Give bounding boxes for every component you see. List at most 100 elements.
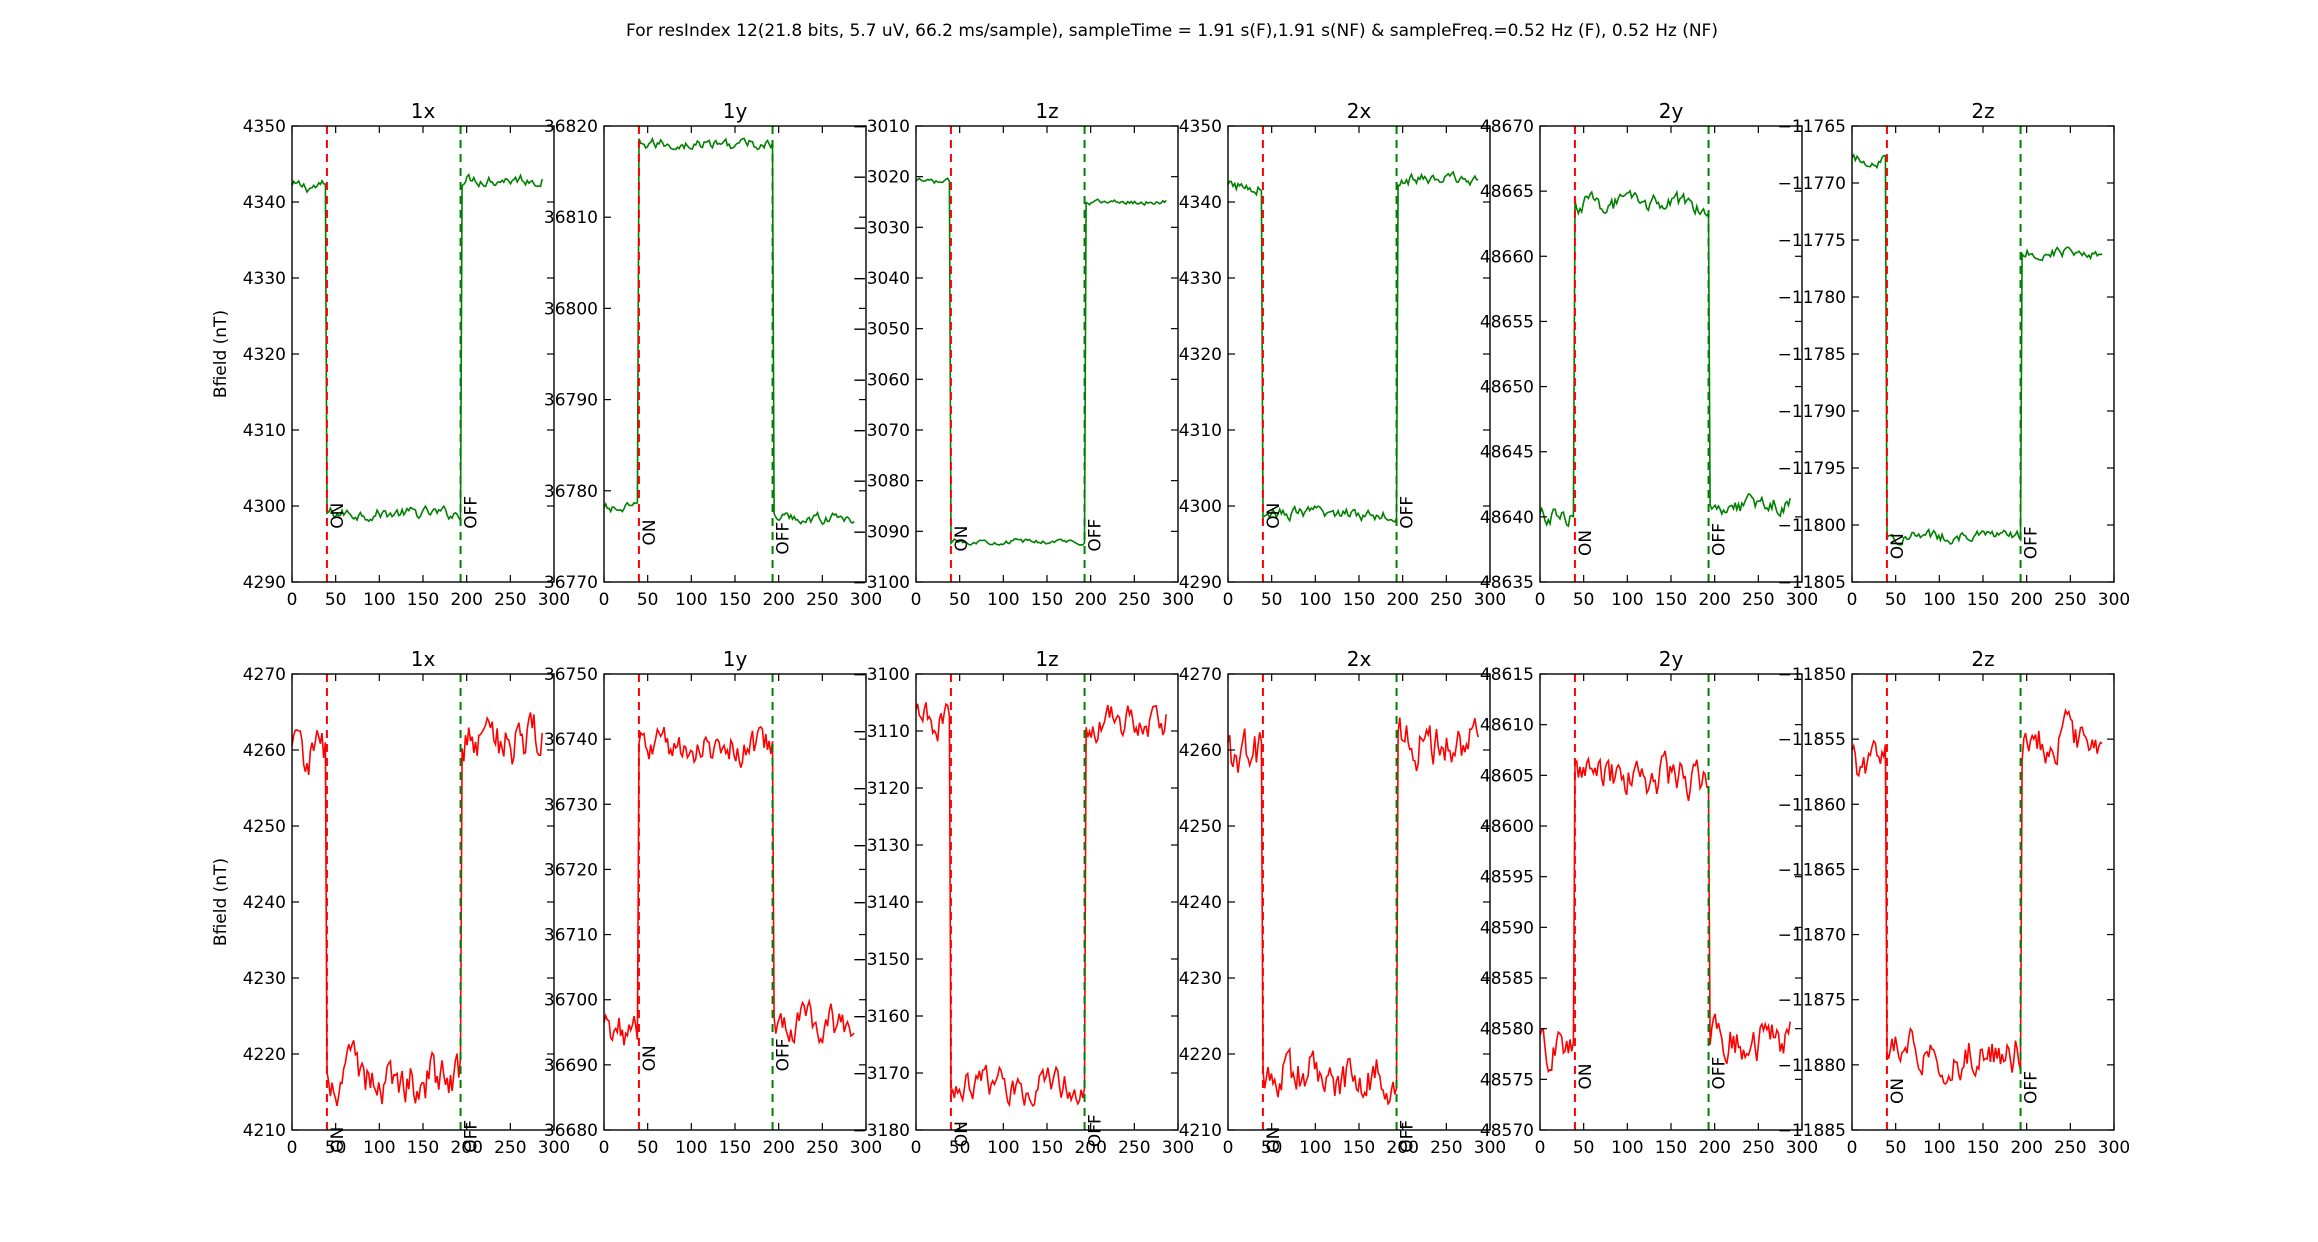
figure-suptitle: For resIndex 12(21.8 bits, 5.7 uV, 66.2 …	[626, 21, 1718, 41]
y-tick-label: 48635	[1480, 573, 1534, 593]
on-label: ON	[328, 503, 348, 529]
x-tick-label: 250	[1430, 590, 1462, 610]
off-label: OFF	[1710, 523, 1730, 556]
y-tick-label: −3110	[852, 722, 910, 742]
y-tick-label: −11860	[1778, 795, 1846, 815]
x-tick-label: 300	[2098, 1138, 2130, 1158]
series-line	[291, 712, 543, 1107]
y-tick-label: −11875	[1778, 991, 1846, 1011]
x-tick-label: 200	[1386, 1138, 1418, 1158]
off-label: OFF	[1398, 496, 1418, 529]
x-tick-label: 250	[806, 590, 838, 610]
x-tick-label: 300	[1786, 590, 1818, 610]
y-tick-label: 36750	[544, 665, 598, 685]
x-tick-label: 150	[1031, 1138, 1063, 1158]
axes-frame	[603, 125, 867, 583]
series-line	[915, 702, 1167, 1108]
subplot-2y-row0: 2y ON OFF 0 50 100 150 200 250 300 48635 48640 48645…	[1480, 99, 1818, 610]
x-tick-label: 50	[325, 590, 347, 610]
y-tick-label: −3170	[852, 1064, 910, 1084]
x-tick-label: 0	[599, 590, 610, 610]
on-label: ON	[328, 1127, 348, 1153]
x-tick-label: 150	[1967, 590, 1999, 610]
on-label: ON	[952, 1121, 972, 1147]
y-tick-label: 4220	[1179, 1045, 1222, 1065]
y-tick-label: −11885	[1778, 1121, 1846, 1141]
axes-frame	[1539, 673, 1803, 1131]
y-tick-label: 4270	[1179, 665, 1222, 685]
x-tick-label: 150	[719, 590, 751, 610]
x-tick-label: 250	[1430, 1138, 1462, 1158]
x-tick-label: 100	[1611, 590, 1643, 610]
x-tick-label: 50	[1261, 1138, 1283, 1158]
subplot-title: 2z	[1971, 99, 1994, 123]
subplot-title: 2z	[1971, 647, 1994, 671]
y-tick-label: 4330	[1179, 269, 1222, 289]
subplot-title: 1y	[723, 99, 748, 123]
y-tick-label: 4210	[243, 1121, 286, 1141]
x-tick-label: 300	[1474, 590, 1506, 610]
subplot-1y-row0: 1y ON OFF 0 50 100 150 200 250 300 36770 36780 36790…	[544, 99, 882, 610]
y-tick-label: −11850	[1778, 665, 1846, 685]
y-tick-label: 48640	[1480, 508, 1534, 528]
y-tick-label: 48670	[1480, 117, 1534, 137]
y-tick-label: −3050	[852, 320, 910, 340]
x-tick-label: 100	[1299, 1138, 1331, 1158]
y-tick-label: 36780	[544, 482, 598, 502]
x-tick-label: 100	[1923, 1138, 1955, 1158]
y-tick-label: 48655	[1480, 312, 1534, 332]
subplot-title: 1x	[411, 647, 436, 671]
x-tick-label: 300	[850, 1138, 882, 1158]
x-tick-label: 200	[450, 1138, 482, 1158]
x-tick-label: 50	[1573, 590, 1595, 610]
y-tick-label: −3160	[852, 1007, 910, 1027]
y-tick-label: 4340	[243, 193, 286, 213]
y-tick-label: 36800	[544, 299, 598, 319]
x-tick-label: 250	[1118, 590, 1150, 610]
y-tick-label: 4320	[1179, 345, 1222, 365]
x-tick-label: 50	[949, 1138, 971, 1158]
x-tick-label: 300	[2098, 590, 2130, 610]
off-label: OFF	[1710, 1057, 1730, 1090]
y-tick-label: 48665	[1480, 182, 1534, 202]
x-tick-label: 200	[2010, 590, 2042, 610]
x-tick-label: 300	[1474, 1138, 1506, 1158]
x-tick-label: 200	[2010, 1138, 2042, 1158]
x-tick-label: 150	[407, 1138, 439, 1158]
x-tick-label: 200	[1386, 590, 1418, 610]
axes-frame	[915, 125, 1179, 583]
x-tick-label: 250	[1742, 590, 1774, 610]
on-label: ON	[1264, 503, 1284, 529]
x-tick-label: 50	[637, 590, 659, 610]
y-tick-label: 4270	[243, 665, 286, 685]
x-tick-label: 150	[1967, 1138, 1999, 1158]
on-label: ON	[1576, 1063, 1596, 1089]
series-line	[1539, 750, 1791, 1074]
x-tick-label: 250	[494, 590, 526, 610]
y-tick-label: 4260	[243, 741, 286, 761]
x-tick-label: 100	[1611, 1138, 1643, 1158]
x-tick-label: 150	[1655, 590, 1687, 610]
x-tick-label: 250	[2054, 1138, 2086, 1158]
y-tick-label: 4210	[1179, 1121, 1222, 1141]
on-label: ON	[640, 1045, 660, 1071]
subplot-title: 1z	[1035, 647, 1058, 671]
y-tick-label: 48660	[1480, 247, 1534, 267]
axes-frame	[915, 673, 1179, 1131]
y-tick-label: −3130	[852, 836, 910, 856]
y-tick-label: −3070	[852, 421, 910, 441]
y-tick-label: 48595	[1480, 868, 1534, 888]
y-tick-label: −3030	[852, 218, 910, 238]
y-tick-label: 48605	[1480, 766, 1534, 786]
y-tick-label: 4310	[243, 421, 286, 441]
y-tick-label: −3150	[852, 950, 910, 970]
y-tick-label: 48610	[1480, 716, 1534, 736]
y-tick-label: −3120	[852, 779, 910, 799]
y-tick-label: −3080	[852, 472, 910, 492]
y-tick-label: 48590	[1480, 918, 1534, 938]
subplot-1x-row0: 1x ON OFF 0 50 100 150 200 250 300 4290 4300 4310 432…	[211, 99, 570, 610]
series-line	[1851, 707, 2103, 1086]
